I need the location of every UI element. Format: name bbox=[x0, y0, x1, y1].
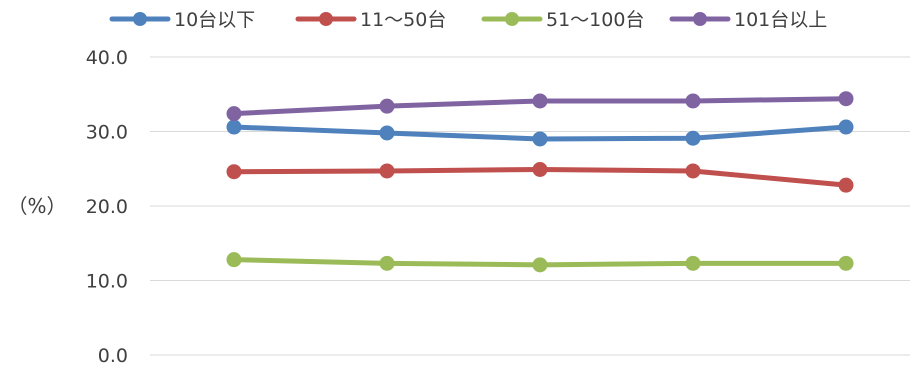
data-point bbox=[685, 255, 701, 271]
data-point bbox=[379, 125, 395, 141]
legend-swatch-marker bbox=[133, 12, 147, 26]
data-point bbox=[532, 257, 548, 273]
data-point bbox=[838, 119, 854, 135]
data-point bbox=[838, 255, 854, 271]
legend-swatch-marker bbox=[693, 12, 707, 26]
data-point bbox=[532, 131, 548, 147]
legend-label: 51〜100台 bbox=[546, 9, 644, 31]
series-2 bbox=[226, 161, 854, 193]
legend-item: 51〜100台 bbox=[481, 9, 644, 31]
series-1 bbox=[226, 119, 854, 147]
legend-swatch-marker bbox=[319, 12, 333, 26]
y-tick-label: 40.0 bbox=[86, 47, 128, 69]
legend-item: 101台以上 bbox=[669, 9, 827, 31]
data-point bbox=[838, 177, 854, 193]
data-point bbox=[685, 130, 701, 146]
y-axis-title: （%） bbox=[7, 194, 66, 218]
legend-label: 11〜50台 bbox=[360, 9, 446, 31]
series-3 bbox=[226, 252, 854, 273]
y-tick-label: 10.0 bbox=[86, 271, 128, 293]
data-point bbox=[226, 252, 242, 268]
data-point bbox=[226, 119, 242, 135]
data-point bbox=[379, 98, 395, 114]
legend-label: 101台以上 bbox=[734, 9, 827, 31]
y-tick-label: 0.0 bbox=[98, 345, 128, 367]
y-tick-label: 30.0 bbox=[86, 122, 128, 144]
data-point bbox=[226, 106, 242, 122]
data-point bbox=[532, 93, 548, 109]
data-point bbox=[379, 255, 395, 271]
legend: 10台以下 11〜50台 51〜100台 101台以上 bbox=[109, 9, 827, 31]
y-tick-label: 20.0 bbox=[86, 196, 128, 218]
y-axis-tick-labels: 0.0 10.0 20.0 30.0 40.0 bbox=[86, 47, 128, 367]
data-point bbox=[226, 164, 242, 180]
data-point bbox=[379, 163, 395, 179]
series-lines bbox=[226, 91, 854, 273]
legend-swatch-marker bbox=[505, 12, 519, 26]
data-point bbox=[685, 93, 701, 109]
legend-item: 10台以下 bbox=[109, 9, 255, 31]
data-point bbox=[838, 91, 854, 107]
legend-label: 10台以下 bbox=[174, 9, 255, 31]
data-point bbox=[685, 163, 701, 179]
data-point bbox=[532, 161, 548, 177]
legend-item: 11〜50台 bbox=[295, 9, 446, 31]
series-4 bbox=[226, 91, 854, 122]
